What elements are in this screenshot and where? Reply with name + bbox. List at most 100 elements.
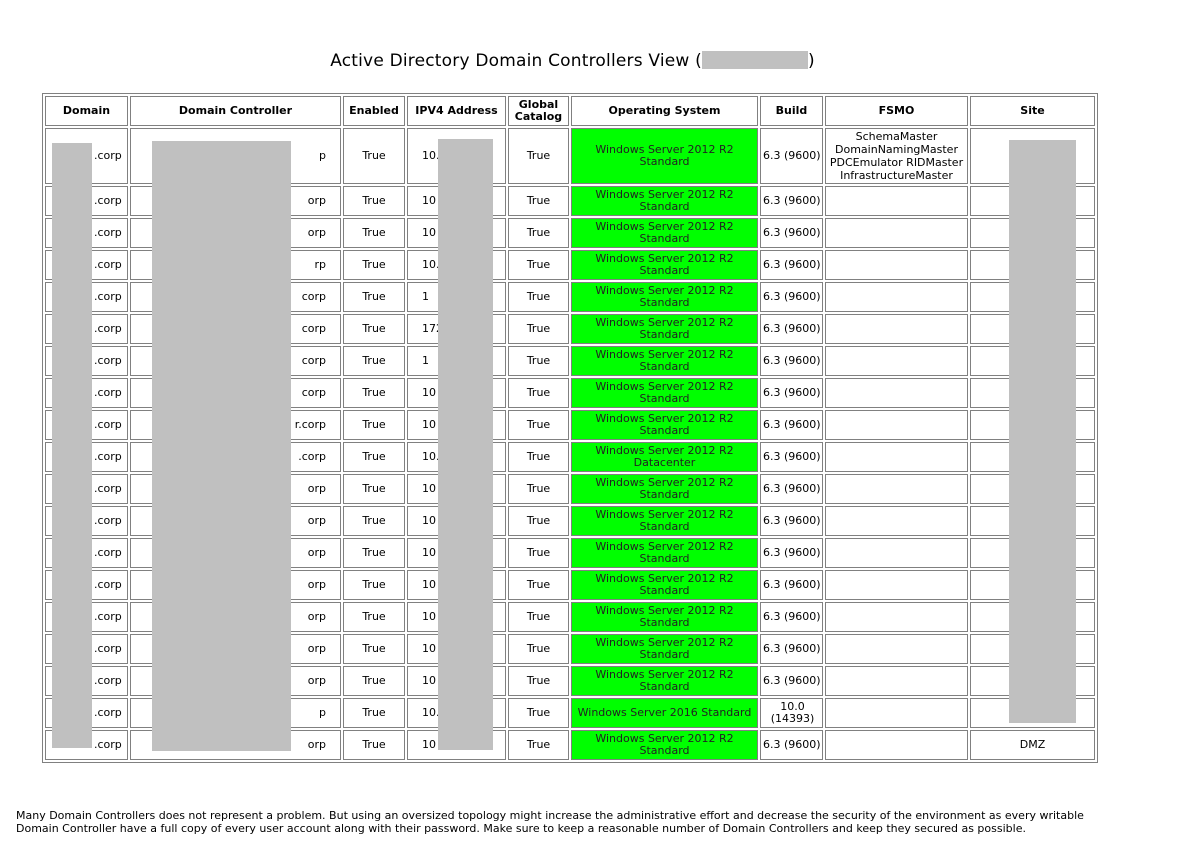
redacted-forest-name xyxy=(702,51,808,69)
cell-global-catalog: True xyxy=(508,250,569,280)
header-site: Site xyxy=(970,96,1095,126)
cell-enabled: True xyxy=(343,250,405,280)
os-edition: Standard xyxy=(639,392,689,405)
cell-operating-system: Windows Server 2012 R2 Standard xyxy=(571,602,758,632)
cell-fsmo xyxy=(825,730,968,760)
cell-build: 6.3 (9600) xyxy=(760,730,823,760)
table-header-row: Domain Domain Controller Enabled IPV4 Ad… xyxy=(45,96,1095,126)
cell-fsmo xyxy=(825,666,968,696)
cell-global-catalog: True xyxy=(508,282,569,312)
cell-global-catalog: True xyxy=(508,128,569,184)
os-edition: Standard xyxy=(639,488,689,501)
cell-build: 6.3 (9600) xyxy=(760,186,823,216)
cell-enabled: True xyxy=(343,346,405,376)
cell-enabled: True xyxy=(343,378,405,408)
cell-build: 6.3 (9600) xyxy=(760,218,823,248)
cell-global-catalog: True xyxy=(508,666,569,696)
cell-enabled: True xyxy=(343,506,405,536)
cell-global-catalog: True xyxy=(508,506,569,536)
cell-global-catalog: True xyxy=(508,634,569,664)
cell-fsmo xyxy=(825,186,968,216)
cell-fsmo xyxy=(825,538,968,568)
cell-operating-system: Windows Server 2012 R2 Standard xyxy=(571,410,758,440)
header-ipv4-address: IPV4 Address xyxy=(407,96,506,126)
cell-global-catalog: True xyxy=(508,314,569,344)
cell-global-catalog: True xyxy=(508,346,569,376)
cell-build: 6.3 (9600) xyxy=(760,314,823,344)
redaction-dc-column xyxy=(152,141,291,751)
cell-operating-system: Windows Server 2012 R2 Standard xyxy=(571,474,758,504)
os-edition: Datacenter xyxy=(634,456,696,469)
cell-global-catalog: True xyxy=(508,410,569,440)
cell-enabled: True xyxy=(343,314,405,344)
cell-global-catalog: True xyxy=(508,570,569,600)
cell-fsmo xyxy=(825,474,968,504)
cell-enabled: True xyxy=(343,218,405,248)
cell-fsmo xyxy=(825,570,968,600)
os-name: Windows Server 2016 Standard xyxy=(578,706,752,719)
cell-global-catalog: True xyxy=(508,442,569,472)
cell-global-catalog: True xyxy=(508,186,569,216)
cell-enabled: True xyxy=(343,128,405,184)
cell-build: 6.3 (9600) xyxy=(760,538,823,568)
cell-global-catalog: True xyxy=(508,698,569,728)
redaction-site-column xyxy=(1009,140,1076,723)
cell-fsmo xyxy=(825,698,968,728)
os-edition: Standard xyxy=(639,264,689,277)
cell-fsmo xyxy=(825,314,968,344)
fsmo-role: PDCEmulator RIDMaster xyxy=(830,156,963,169)
cell-operating-system: Windows Server 2012 R2 Standard xyxy=(571,666,758,696)
cell-enabled: True xyxy=(343,282,405,312)
cell-operating-system: Windows Server 2012 R2 Standard xyxy=(571,282,758,312)
cell-operating-system: Windows Server 2012 R2 Standard xyxy=(571,506,758,536)
header-domain: Domain xyxy=(45,96,128,126)
os-edition: Standard xyxy=(639,200,689,213)
header-enabled: Enabled xyxy=(343,96,405,126)
cell-build: 6.3 (9600) xyxy=(760,442,823,472)
redaction-domain-column xyxy=(52,143,92,748)
cell-build: 6.3 (9600) xyxy=(760,410,823,440)
cell-operating-system: Windows Server 2012 R2 Standard xyxy=(571,538,758,568)
cell-build: 6.3 (9600) xyxy=(760,282,823,312)
os-edition: Standard xyxy=(639,616,689,629)
cell-fsmo xyxy=(825,378,968,408)
cell-site: DMZ xyxy=(970,730,1095,760)
cell-fsmo xyxy=(825,506,968,536)
page-title: Active Directory Domain Controllers View… xyxy=(0,51,1145,71)
cell-enabled: True xyxy=(343,442,405,472)
cell-operating-system: Windows Server 2012 R2 Standard xyxy=(571,570,758,600)
title-prefix: Active Directory Domain Controllers View… xyxy=(330,51,702,71)
header-build: Build xyxy=(760,96,823,126)
os-edition: Standard xyxy=(639,360,689,373)
header-fsmo: FSMO xyxy=(825,96,968,126)
cell-fsmo xyxy=(825,410,968,440)
header-domain-controller: Domain Controller xyxy=(130,96,341,126)
cell-fsmo xyxy=(825,218,968,248)
fsmo-role: DomainNamingMaster xyxy=(835,143,958,156)
cell-build: 6.3 (9600) xyxy=(760,346,823,376)
cell-operating-system: Windows Server 2012 R2 Standard xyxy=(571,730,758,760)
cell-operating-system: Windows Server 2012 R2 Standard xyxy=(571,128,758,184)
cell-build: 6.3 (9600) xyxy=(760,570,823,600)
cell-enabled: True xyxy=(343,474,405,504)
cell-build: 6.3 (9600) xyxy=(760,506,823,536)
cell-operating-system: Windows Server 2016 Standard xyxy=(571,698,758,728)
title-suffix: ) xyxy=(808,51,815,71)
cell-build: 6.3 (9600) xyxy=(760,666,823,696)
cell-build: 6.3 (9600) xyxy=(760,250,823,280)
cell-fsmo xyxy=(825,602,968,632)
os-edition: Standard xyxy=(639,155,689,168)
cell-build: 6.3 (9600) xyxy=(760,474,823,504)
cell-build: 6.3 (9600) xyxy=(760,378,823,408)
os-edition: Standard xyxy=(639,552,689,565)
cell-operating-system: Windows Server 2012 R2 Standard xyxy=(571,314,758,344)
header-gc-line2: Catalog xyxy=(515,110,562,123)
cell-operating-system: Windows Server 2012 R2 Datacenter xyxy=(571,442,758,472)
os-edition: Standard xyxy=(639,424,689,437)
cell-enabled: True xyxy=(343,570,405,600)
cell-operating-system: Windows Server 2012 R2 Standard xyxy=(571,250,758,280)
cell-global-catalog: True xyxy=(508,538,569,568)
cell-global-catalog: True xyxy=(508,218,569,248)
header-global-catalog: Global Catalog xyxy=(508,96,569,126)
